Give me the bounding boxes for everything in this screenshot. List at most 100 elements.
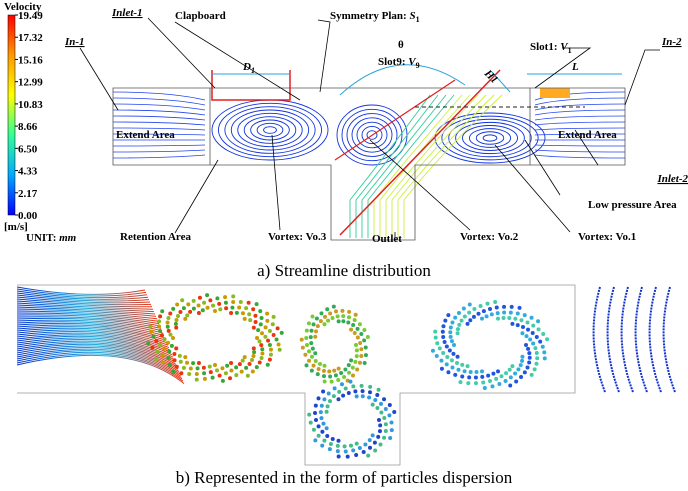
particle xyxy=(337,367,341,371)
particle xyxy=(189,366,193,370)
particle xyxy=(203,377,207,381)
particle xyxy=(538,340,542,344)
particle xyxy=(307,413,311,417)
particle xyxy=(248,318,252,322)
particle xyxy=(441,351,445,355)
particle xyxy=(366,335,370,339)
particle xyxy=(178,310,182,314)
streamline xyxy=(113,92,205,100)
particle xyxy=(166,356,170,360)
particle xyxy=(523,313,527,317)
particle xyxy=(467,375,471,379)
particle xyxy=(346,455,350,459)
streamline xyxy=(476,132,504,145)
page: {"figure":{ "colorbar":{"title":"Velocit… xyxy=(0,0,688,491)
subscript: 9 xyxy=(416,61,420,70)
particle xyxy=(323,315,327,319)
particle xyxy=(508,383,512,387)
particle xyxy=(208,298,212,302)
particle xyxy=(347,391,351,395)
particle-track xyxy=(17,355,184,383)
particle xyxy=(307,349,311,353)
particle xyxy=(186,302,190,306)
particle xyxy=(520,331,524,335)
particle xyxy=(316,324,320,328)
particle xyxy=(250,358,254,362)
particle xyxy=(314,329,318,333)
particle xyxy=(208,365,212,369)
particle xyxy=(325,307,329,311)
particle xyxy=(218,374,222,378)
particle xyxy=(240,370,244,374)
particle xyxy=(252,346,256,350)
particle xyxy=(362,450,366,454)
particle xyxy=(313,411,317,415)
particle xyxy=(231,300,235,304)
subscript: 1 xyxy=(568,46,572,55)
label: In-2 xyxy=(661,36,682,48)
particle xyxy=(162,347,166,351)
particle xyxy=(516,311,520,315)
particle xyxy=(480,317,484,321)
streamline xyxy=(449,119,532,157)
particle xyxy=(460,319,464,323)
particle xyxy=(336,449,340,453)
particle xyxy=(195,372,199,376)
particle xyxy=(375,393,379,397)
particle xyxy=(371,433,375,437)
particle xyxy=(325,434,329,438)
particle xyxy=(433,330,437,334)
particle xyxy=(339,371,343,375)
particle xyxy=(268,329,272,333)
particle xyxy=(533,346,537,350)
particle xyxy=(224,306,228,310)
particle xyxy=(185,313,189,317)
particle xyxy=(390,420,394,424)
particle xyxy=(351,323,355,327)
particle xyxy=(358,341,362,345)
particle xyxy=(361,389,365,393)
particle xyxy=(343,367,347,371)
particle xyxy=(336,444,340,448)
particle xyxy=(341,394,345,398)
particle xyxy=(344,450,348,454)
particle xyxy=(196,366,200,370)
particle-track xyxy=(622,287,633,392)
streamline xyxy=(113,155,205,158)
particle xyxy=(379,410,383,414)
particle xyxy=(516,323,520,327)
particle xyxy=(307,359,311,363)
particle xyxy=(317,424,321,428)
particle xyxy=(520,318,524,322)
particle xyxy=(499,374,503,378)
particle xyxy=(314,404,318,408)
particle xyxy=(157,319,161,323)
particle xyxy=(160,333,164,337)
particle xyxy=(300,338,304,342)
particle xyxy=(354,453,358,457)
particle xyxy=(331,316,335,320)
particle xyxy=(319,410,323,414)
particle xyxy=(378,442,382,446)
colorbar-unit: [m/s] xyxy=(4,221,28,233)
streamline xyxy=(535,150,625,152)
particle xyxy=(531,342,535,346)
particle xyxy=(535,356,539,360)
particle xyxy=(439,359,443,363)
particle xyxy=(355,354,359,358)
particle xyxy=(333,386,337,390)
particle xyxy=(382,416,386,420)
particle xyxy=(510,322,514,326)
colorbar xyxy=(8,15,15,215)
particle xyxy=(228,376,232,380)
particle xyxy=(523,370,527,374)
particle xyxy=(361,394,365,398)
streamline xyxy=(374,95,462,238)
particle xyxy=(309,341,313,345)
particle xyxy=(378,429,382,433)
particle xyxy=(344,386,348,390)
particle xyxy=(351,448,355,452)
particle xyxy=(160,309,164,313)
particle xyxy=(166,320,170,324)
label: Symmetry Plan: S1 xyxy=(330,10,420,24)
